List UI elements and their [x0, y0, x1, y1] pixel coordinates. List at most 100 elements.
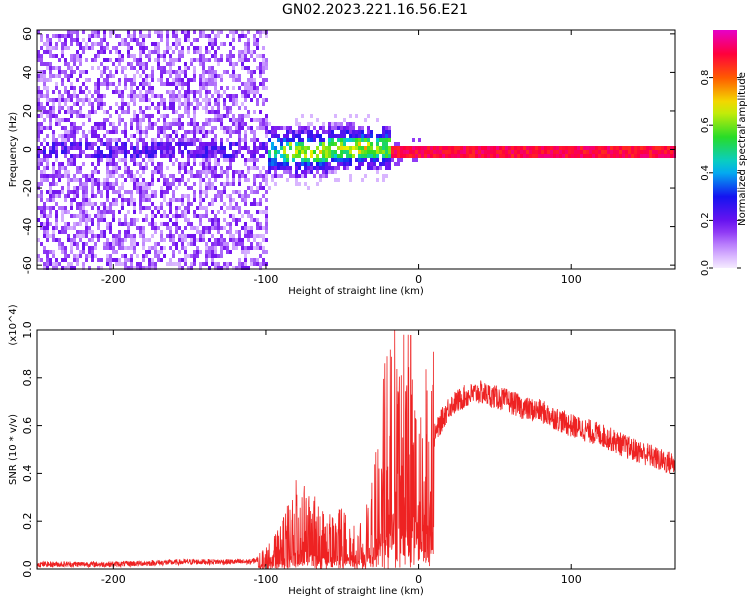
heatmap-cell — [400, 158, 403, 162]
heatmap-cell — [181, 174, 184, 178]
heatmap-cell — [187, 114, 190, 118]
heatmap-cell — [88, 218, 91, 222]
heatmap-cell — [178, 250, 181, 254]
heatmap-cell — [130, 234, 133, 238]
heatmap-cell — [253, 42, 256, 46]
heatmap-cell — [175, 186, 178, 190]
heatmap-cell — [277, 174, 280, 178]
heatmap-cell — [46, 46, 49, 50]
heatmap-cell — [73, 70, 76, 74]
heatmap-cell — [121, 58, 124, 62]
heatmap-cell — [259, 174, 262, 178]
heatmap-cell — [253, 182, 256, 186]
heatmap-cell — [142, 258, 145, 262]
heatmap-cell — [265, 122, 268, 126]
heatmap-cell — [355, 114, 358, 118]
heatmap-cell — [259, 202, 262, 206]
heatmap-cell — [85, 218, 88, 222]
heatmap-cell — [94, 214, 97, 218]
heatmap-cell — [229, 202, 232, 206]
heatmap-cell — [202, 98, 205, 102]
heatmap-cell — [181, 214, 184, 218]
heatmap-cell — [55, 122, 58, 126]
heatmap-cell — [466, 146, 469, 150]
heatmap-cell — [319, 142, 322, 146]
heatmap-cell — [106, 162, 109, 166]
heatmap-cell — [535, 150, 538, 154]
heatmap-cell — [145, 74, 148, 78]
heatmap-cell — [223, 158, 226, 162]
heatmap-cell — [85, 222, 88, 226]
heatmap-cell — [70, 122, 73, 126]
heatmap-cell — [385, 126, 388, 130]
heatmap-cell — [409, 146, 412, 150]
heatmap-cell — [91, 250, 94, 254]
heatmap-cell — [109, 106, 112, 110]
y-axis-label: Frequency (Hz) — [8, 112, 19, 188]
heatmap-cell — [37, 114, 40, 118]
heatmap-cell — [82, 30, 85, 34]
heatmap-cell — [205, 142, 208, 146]
heatmap-cell — [100, 154, 103, 158]
heatmap-cell — [271, 174, 274, 178]
heatmap-cell — [166, 226, 169, 230]
heatmap-cell — [439, 154, 442, 158]
heatmap-cell — [280, 126, 283, 130]
heatmap-cell — [172, 198, 175, 202]
heatmap-cell — [97, 78, 100, 82]
heatmap-cell — [361, 146, 364, 150]
heatmap-cell — [199, 162, 202, 166]
heatmap-cell — [49, 234, 52, 238]
heatmap-cell — [463, 150, 466, 154]
heatmap-cell — [64, 194, 67, 198]
heatmap-cell — [256, 42, 259, 46]
heatmap-cell — [277, 126, 280, 130]
heatmap-cell — [505, 146, 508, 150]
heatmap-cell — [160, 214, 163, 218]
heatmap-cell — [163, 178, 166, 182]
heatmap-cell — [595, 154, 598, 158]
heatmap-cell — [106, 170, 109, 174]
heatmap-cell — [103, 50, 106, 54]
heatmap-cell — [253, 70, 256, 74]
heatmap-cell — [511, 146, 514, 150]
heatmap-cell — [283, 170, 286, 174]
heatmap-cell — [97, 54, 100, 58]
heatmap-cell — [118, 210, 121, 214]
heatmap-cell — [40, 106, 43, 110]
heatmap-cell — [226, 206, 229, 210]
heatmap-cell — [52, 238, 55, 242]
heatmap-cell — [145, 54, 148, 58]
heatmap-cell — [244, 50, 247, 54]
heatmap-cell — [67, 210, 70, 214]
heatmap-cell — [199, 130, 202, 134]
heatmap-cell — [613, 146, 616, 150]
heatmap-cell — [262, 82, 265, 86]
heatmap-cell — [595, 146, 598, 150]
heatmap-cell — [94, 242, 97, 246]
heatmap-cell — [193, 94, 196, 98]
heatmap-cell — [385, 162, 388, 166]
heatmap-cell — [331, 142, 334, 146]
heatmap-cell — [127, 174, 130, 178]
heatmap-cell — [307, 170, 310, 174]
heatmap-cell — [235, 230, 238, 234]
heatmap-cell — [130, 198, 133, 202]
heatmap-cell — [559, 154, 562, 158]
heatmap-cell — [37, 94, 40, 98]
heatmap-cell — [307, 130, 310, 134]
heatmap-cell — [208, 250, 211, 254]
heatmap-cell — [127, 198, 130, 202]
heatmap-cell — [367, 134, 370, 138]
heatmap-cell — [145, 62, 148, 66]
heatmap-cell — [274, 154, 277, 158]
heatmap-cell — [172, 42, 175, 46]
heatmap-cell — [205, 250, 208, 254]
heatmap-cell — [94, 130, 97, 134]
heatmap-cell — [202, 198, 205, 202]
heatmap-cell — [139, 150, 142, 154]
heatmap-cell — [139, 138, 142, 142]
heatmap-cell — [49, 182, 52, 186]
heatmap-cell — [67, 106, 70, 110]
heatmap-cell — [343, 126, 346, 130]
